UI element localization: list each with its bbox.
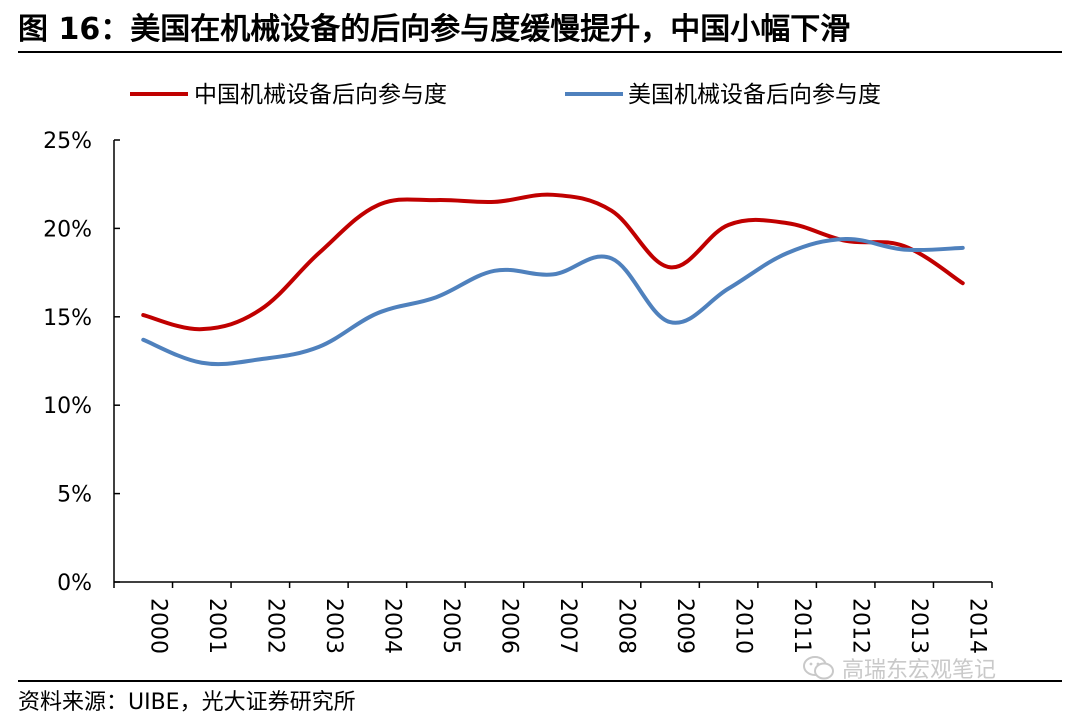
series-line-usa — [141, 237, 965, 367]
legend-label-china: 中国机械设备后向参与度 — [194, 82, 447, 108]
x-tick-label: 2003 — [321, 598, 346, 654]
data-point-china — [258, 308, 262, 312]
data-point-usa — [141, 338, 145, 342]
x-tick-label: 2000 — [145, 598, 170, 654]
data-point-usa — [551, 272, 555, 276]
y-tick-label: 20% — [43, 217, 92, 242]
x-tick-label: 2011 — [789, 598, 814, 654]
source-note: 资料来源：UIBE，光大证券研究所 — [18, 690, 356, 715]
data-point-china — [492, 200, 496, 204]
data-point-china — [375, 203, 379, 207]
y-tick-label: 5% — [57, 483, 92, 508]
data-point-usa — [610, 256, 614, 260]
data-point-china — [434, 198, 438, 202]
data-point-usa — [785, 251, 789, 255]
data-point-usa — [258, 357, 262, 361]
y-tick-label: 15% — [43, 306, 92, 331]
legend-label-usa: 美国机械设备后向参与度 — [628, 82, 881, 108]
x-tick-label: 2012 — [848, 598, 873, 654]
footer-divider — [18, 680, 1062, 682]
data-point-china — [200, 327, 204, 331]
x-tick-label: 2014 — [965, 598, 990, 654]
data-point-china — [610, 209, 614, 213]
data-point-usa — [727, 287, 731, 291]
x-tick-label: 2001 — [204, 598, 229, 654]
data-point-china — [727, 223, 731, 227]
data-point-usa — [434, 295, 438, 299]
wechat-icon — [803, 656, 834, 680]
data-point-usa — [492, 269, 496, 273]
legend: 中国机械设备后向参与度 美国机械设备后向参与度 — [130, 82, 881, 108]
x-tick-label: 2010 — [731, 598, 756, 654]
data-point-china — [961, 281, 965, 285]
x-tick-label: 2009 — [672, 598, 697, 654]
data-point-usa — [844, 237, 848, 241]
title-divider — [18, 51, 1062, 53]
data-point-usa — [668, 320, 672, 324]
data-point-china — [668, 265, 672, 269]
watermark: 高瑞东宏观笔记 — [802, 652, 996, 684]
plot-area — [141, 192, 965, 367]
data-point-usa — [375, 311, 379, 315]
data-point-china — [785, 221, 789, 225]
watermark-text: 高瑞东宏观笔记 — [842, 658, 997, 683]
x-tick-label: 2005 — [438, 598, 463, 654]
x-tick-label: 2002 — [262, 598, 287, 654]
data-point-china — [141, 313, 145, 317]
data-point-usa — [200, 361, 204, 365]
x-tick-label: 2008 — [614, 598, 639, 654]
data-point-china — [551, 193, 555, 197]
data-point-china — [902, 244, 906, 248]
figure-title: 图 16：美国在机械设备的后向参与度缓慢提升，中国小幅下滑 — [18, 12, 851, 47]
y-tick-label: 0% — [57, 571, 92, 596]
axes: 0% 5% 10% 15% 20% 25% 2000 2001 2002 2003 2004 2005… — [43, 129, 993, 654]
series-line-china — [141, 192, 965, 332]
data-point-usa — [902, 248, 906, 252]
data-point-usa — [317, 345, 321, 349]
data-point-usa — [961, 246, 965, 250]
y-tick-label: 25% — [43, 129, 92, 154]
x-tick-label: 2013 — [906, 598, 931, 654]
data-point-china — [317, 251, 321, 255]
x-tick-label: 2004 — [379, 598, 404, 654]
x-tick-label: 2006 — [496, 598, 521, 654]
y-tick-label: 10% — [43, 394, 92, 419]
x-tick-label: 2007 — [555, 598, 580, 654]
